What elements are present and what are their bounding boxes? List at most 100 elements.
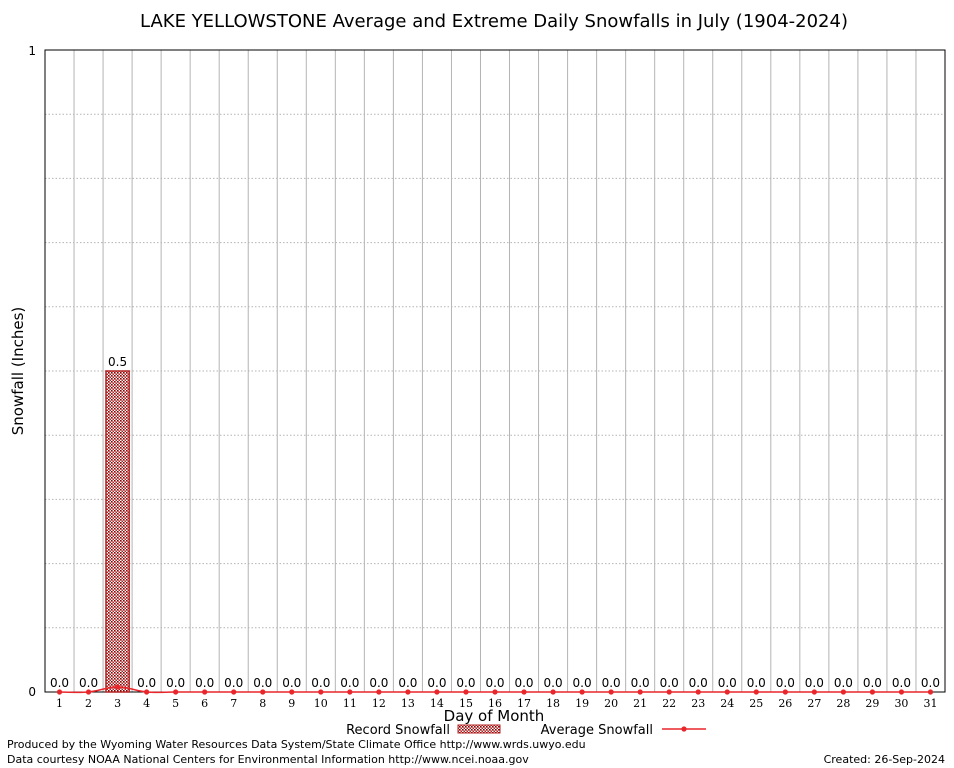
- data-label: 0.0: [514, 676, 533, 690]
- x-tick-label: 13: [401, 697, 415, 710]
- x-tick-label: 15: [459, 697, 473, 710]
- data-label: 0.0: [718, 676, 737, 690]
- x-tick-label: 30: [894, 697, 908, 710]
- average-snowfall-point: [463, 689, 469, 695]
- data-label: 0.5: [108, 355, 127, 369]
- plot-area-border: [44, 49, 946, 693]
- y-tick-label-zero: 0: [28, 685, 36, 699]
- average-snowfall-point: [579, 689, 585, 695]
- data-label: 0.0: [224, 676, 243, 690]
- x-tick-label: 26: [778, 697, 792, 710]
- x-tick-label: 5: [172, 697, 179, 710]
- data-label: 0.0: [834, 676, 853, 690]
- average-line: [56, 684, 934, 695]
- data-label: 0.0: [776, 676, 795, 690]
- average-snowfall-point: [666, 689, 672, 695]
- average-snowfall-point: [898, 689, 905, 695]
- x-tick-label: 28: [836, 697, 850, 710]
- x-tick-label: 24: [720, 697, 734, 710]
- average-snowfall-point: [492, 689, 498, 695]
- data-label: 0.0: [544, 676, 563, 690]
- data-labels: 0.0 0.0 0.5 0.0 0.0 0.0 0.0 0.0 0.0 0.0 0.0 0.0 0.0 0…: [50, 355, 940, 690]
- record-snowfall-bar: [105, 370, 130, 693]
- data-label: 0.0: [398, 676, 417, 690]
- legend-average-marker: [681, 726, 687, 732]
- y-tick-label-max: 1: [28, 44, 36, 58]
- data-label: 0.0: [253, 676, 272, 690]
- x-tick-label: 16: [488, 697, 502, 710]
- x-tick-label: 14: [430, 697, 444, 710]
- average-snowfall-point: [85, 689, 92, 695]
- x-tick-label: 18: [546, 697, 560, 710]
- average-snowfall-point: [114, 684, 121, 690]
- x-tick-label: 20: [604, 697, 618, 710]
- x-tick-label: 2: [85, 697, 92, 710]
- data-label: 0.0: [660, 676, 679, 690]
- data-label: 0.0: [485, 676, 504, 690]
- data-label: 0.0: [456, 676, 475, 690]
- x-axis-label: Day of Month: [444, 707, 545, 725]
- y-axis-label: Snowfall (Inches): [9, 307, 27, 435]
- average-snowfall-point: [811, 689, 817, 695]
- data-label: 0.0: [631, 676, 650, 690]
- chart-title: LAKE YELLOWSTONE Average and Extreme Dai…: [140, 11, 848, 32]
- x-tick-label: 3: [114, 697, 121, 710]
- average-snowfall-point: [202, 689, 208, 695]
- data-label: 0.0: [921, 676, 940, 690]
- legend-record-label: Record Snowfall: [346, 723, 450, 738]
- average-snowfall-point: [695, 689, 701, 695]
- average-snowfall-point: [289, 689, 295, 695]
- data-label: 0.0: [282, 676, 301, 690]
- data-label: 0.0: [427, 676, 446, 690]
- average-snowfall-point: [521, 689, 527, 695]
- x-tick-label: 27: [807, 697, 821, 710]
- average-snowfall-point: [405, 689, 411, 695]
- x-tick-label: 9: [288, 697, 295, 710]
- x-tick-label: 7: [230, 697, 237, 710]
- x-tick-label: 8: [259, 697, 266, 710]
- legend-average-label: Average Snowfall: [541, 723, 653, 738]
- bars: [105, 370, 130, 693]
- x-tick-label: 29: [865, 697, 879, 710]
- average-snowfall-point: [782, 689, 788, 695]
- average-snowfall-point: [376, 689, 382, 695]
- average-snowfall-point: [927, 689, 934, 695]
- x-tick-label: 19: [575, 697, 589, 710]
- x-tick-label: 22: [662, 697, 676, 710]
- x-tick-label: 4: [143, 697, 150, 710]
- x-tick-labels: 1 2 3 4 5 6 7 8 9 10 11 12 13 14 15 16 17 18 19 20 21 22 23 24 2…: [56, 697, 937, 710]
- average-snowfall-point: [173, 689, 179, 695]
- average-snowfall-point: [318, 689, 324, 695]
- x-tick-label: 23: [691, 697, 705, 710]
- data-label: 0.0: [747, 676, 766, 690]
- data-label: 0.0: [137, 676, 156, 690]
- legend-record-swatch: [457, 724, 501, 734]
- average-snowfall-point: [869, 689, 876, 695]
- footer-data-source: Data courtesy NOAA National Centers for …: [7, 753, 529, 766]
- legend: Record Snowfall Average Snowfall: [346, 723, 706, 738]
- x-tick-label: 21: [633, 697, 647, 710]
- average-snowfall-point: [347, 689, 353, 695]
- data-label: 0.0: [79, 676, 98, 690]
- data-label: 0.0: [340, 676, 359, 690]
- x-tick-label: 25: [749, 697, 763, 710]
- grid: [45, 50, 945, 692]
- average-snowfall-point: [753, 689, 759, 695]
- data-label: 0.0: [166, 676, 185, 690]
- data-label: 0.0: [689, 676, 708, 690]
- footer-created-date: Created: 26-Sep-2024: [824, 753, 945, 766]
- data-label: 0.0: [573, 676, 592, 690]
- x-tick-label: 1: [56, 697, 63, 710]
- average-snowfall-point: [637, 689, 643, 695]
- data-label: 0.0: [805, 676, 824, 690]
- data-label: 0.0: [602, 676, 621, 690]
- x-tick-label: 12: [372, 697, 386, 710]
- data-label: 0.0: [311, 676, 330, 690]
- footer-producer: Produced by the Wyoming Water Resources …: [7, 738, 586, 751]
- average-snowfall-point: [144, 689, 150, 695]
- x-tick-label: 6: [201, 697, 208, 710]
- x-tick-label: 31: [923, 697, 937, 710]
- x-tick-label: 10: [314, 697, 328, 710]
- average-snowfall-point: [608, 689, 614, 695]
